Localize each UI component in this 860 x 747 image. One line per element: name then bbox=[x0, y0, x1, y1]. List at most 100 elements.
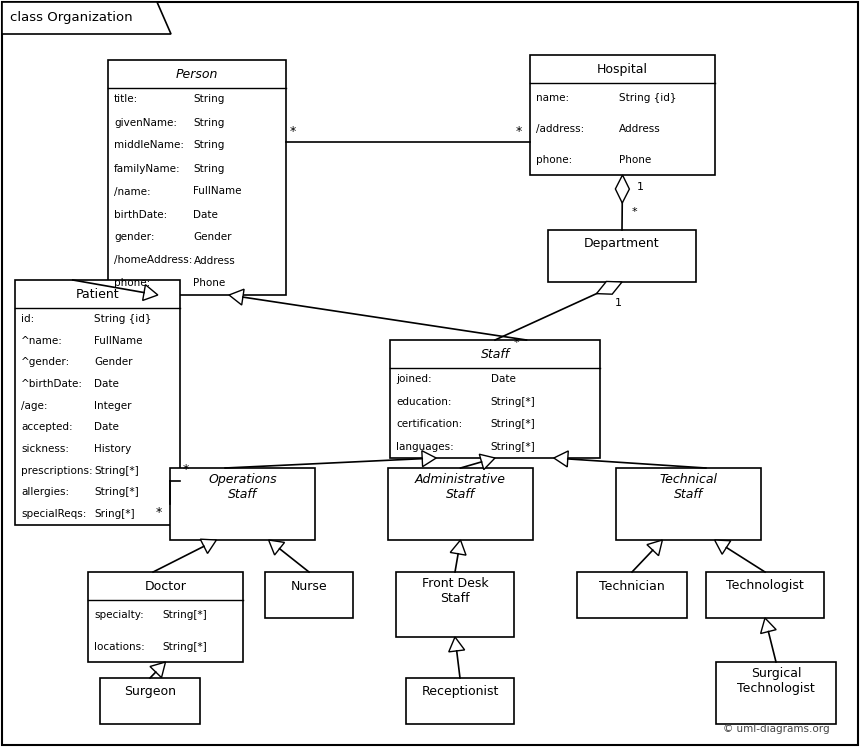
Text: Hospital: Hospital bbox=[597, 63, 648, 75]
Text: Address: Address bbox=[619, 124, 660, 134]
Text: class Organization: class Organization bbox=[10, 11, 132, 25]
Polygon shape bbox=[422, 450, 436, 467]
Bar bbox=[616, 468, 761, 540]
Text: Administrative
Staff: Administrative Staff bbox=[415, 473, 506, 501]
Text: String[*]: String[*] bbox=[95, 488, 139, 498]
Text: Surgeon: Surgeon bbox=[124, 686, 176, 698]
Text: Staff: Staff bbox=[481, 347, 510, 361]
Polygon shape bbox=[451, 540, 466, 555]
Text: Patient: Patient bbox=[76, 288, 120, 300]
Polygon shape bbox=[229, 289, 244, 305]
Text: String: String bbox=[194, 164, 224, 173]
Text: specialty:: specialty: bbox=[94, 610, 144, 621]
Text: 1: 1 bbox=[615, 298, 622, 309]
Bar bbox=[716, 662, 836, 724]
Text: Receptionist: Receptionist bbox=[421, 686, 499, 698]
Text: Doctor: Doctor bbox=[144, 580, 187, 592]
Text: education:: education: bbox=[396, 397, 452, 407]
Text: /address:: /address: bbox=[536, 124, 584, 134]
Text: 1: 1 bbox=[637, 182, 644, 192]
Polygon shape bbox=[647, 540, 662, 556]
Text: String[*]: String[*] bbox=[491, 441, 536, 452]
Text: locations:: locations: bbox=[94, 642, 144, 651]
Text: name:: name: bbox=[536, 93, 569, 103]
Text: Gender: Gender bbox=[95, 357, 132, 368]
Polygon shape bbox=[150, 662, 165, 678]
Text: /age:: /age: bbox=[21, 400, 47, 411]
Bar bbox=[706, 572, 824, 618]
Bar bbox=[396, 572, 514, 637]
Bar bbox=[406, 678, 514, 724]
Text: /homeAddress:: /homeAddress: bbox=[114, 255, 193, 265]
Text: Address: Address bbox=[194, 255, 235, 265]
Polygon shape bbox=[616, 175, 630, 203]
Text: givenName:: givenName: bbox=[114, 117, 177, 128]
Text: Technician: Technician bbox=[599, 580, 665, 592]
Bar bbox=[100, 678, 200, 724]
Text: FullName: FullName bbox=[95, 335, 143, 346]
Text: Operations
Staff: Operations Staff bbox=[208, 473, 277, 501]
Text: *: * bbox=[183, 463, 189, 476]
Text: ^birthDate:: ^birthDate: bbox=[21, 379, 83, 389]
Text: *: * bbox=[513, 338, 519, 348]
Bar bbox=[108, 60, 286, 295]
Text: Phone: Phone bbox=[194, 279, 225, 288]
Text: String {id}: String {id} bbox=[95, 314, 151, 324]
Polygon shape bbox=[715, 540, 731, 554]
Bar bbox=[88, 572, 243, 662]
Polygon shape bbox=[449, 637, 464, 652]
Text: prescriptions:: prescriptions: bbox=[21, 465, 93, 476]
Polygon shape bbox=[760, 618, 777, 633]
Text: specialReqs:: specialReqs: bbox=[21, 509, 86, 519]
Polygon shape bbox=[479, 454, 495, 470]
Text: Department: Department bbox=[584, 238, 660, 250]
Text: © uml-diagrams.org: © uml-diagrams.org bbox=[723, 724, 830, 734]
Polygon shape bbox=[2, 2, 171, 34]
Text: History: History bbox=[95, 444, 132, 454]
Text: Front Desk
Staff: Front Desk Staff bbox=[421, 577, 488, 605]
Text: String[*]: String[*] bbox=[95, 465, 139, 476]
Text: Date: Date bbox=[194, 209, 218, 220]
Bar bbox=[15, 280, 180, 525]
Text: title:: title: bbox=[114, 95, 138, 105]
Text: languages:: languages: bbox=[396, 441, 454, 452]
Text: certification:: certification: bbox=[396, 419, 463, 430]
Text: String[*]: String[*] bbox=[491, 419, 536, 430]
Text: Person: Person bbox=[175, 67, 218, 81]
Bar bbox=[265, 572, 353, 618]
Polygon shape bbox=[143, 285, 158, 300]
Text: familyName:: familyName: bbox=[114, 164, 181, 173]
Text: gender:: gender: bbox=[114, 232, 155, 243]
Bar bbox=[388, 468, 533, 540]
Text: birthDate:: birthDate: bbox=[114, 209, 167, 220]
Bar bbox=[577, 572, 687, 618]
Polygon shape bbox=[597, 282, 622, 294]
Polygon shape bbox=[268, 540, 285, 555]
Text: *: * bbox=[631, 207, 637, 217]
Text: phone:: phone: bbox=[536, 155, 572, 164]
Polygon shape bbox=[200, 539, 217, 554]
Bar bbox=[530, 55, 715, 175]
Text: middleName:: middleName: bbox=[114, 140, 184, 150]
Text: String[*]: String[*] bbox=[163, 610, 207, 621]
Polygon shape bbox=[554, 451, 568, 467]
Text: joined:: joined: bbox=[396, 374, 432, 384]
Text: Surgical
Technologist: Surgical Technologist bbox=[737, 667, 815, 695]
Text: *: * bbox=[516, 125, 522, 138]
Text: accepted:: accepted: bbox=[21, 422, 72, 433]
Text: Gender: Gender bbox=[194, 232, 232, 243]
Text: Sring[*]: Sring[*] bbox=[95, 509, 135, 519]
Text: id:: id: bbox=[21, 314, 34, 324]
Text: *: * bbox=[290, 125, 296, 138]
Text: String: String bbox=[194, 140, 224, 150]
Bar bbox=[170, 468, 315, 540]
Text: Date: Date bbox=[95, 379, 119, 389]
Text: phone:: phone: bbox=[114, 279, 150, 288]
Text: FullName: FullName bbox=[194, 187, 242, 196]
Text: sickness:: sickness: bbox=[21, 444, 69, 454]
Text: ^gender:: ^gender: bbox=[21, 357, 71, 368]
Bar bbox=[390, 340, 600, 458]
Text: *: * bbox=[156, 506, 163, 519]
Text: String[*]: String[*] bbox=[491, 397, 536, 407]
Text: Technical
Staff: Technical Staff bbox=[660, 473, 717, 501]
